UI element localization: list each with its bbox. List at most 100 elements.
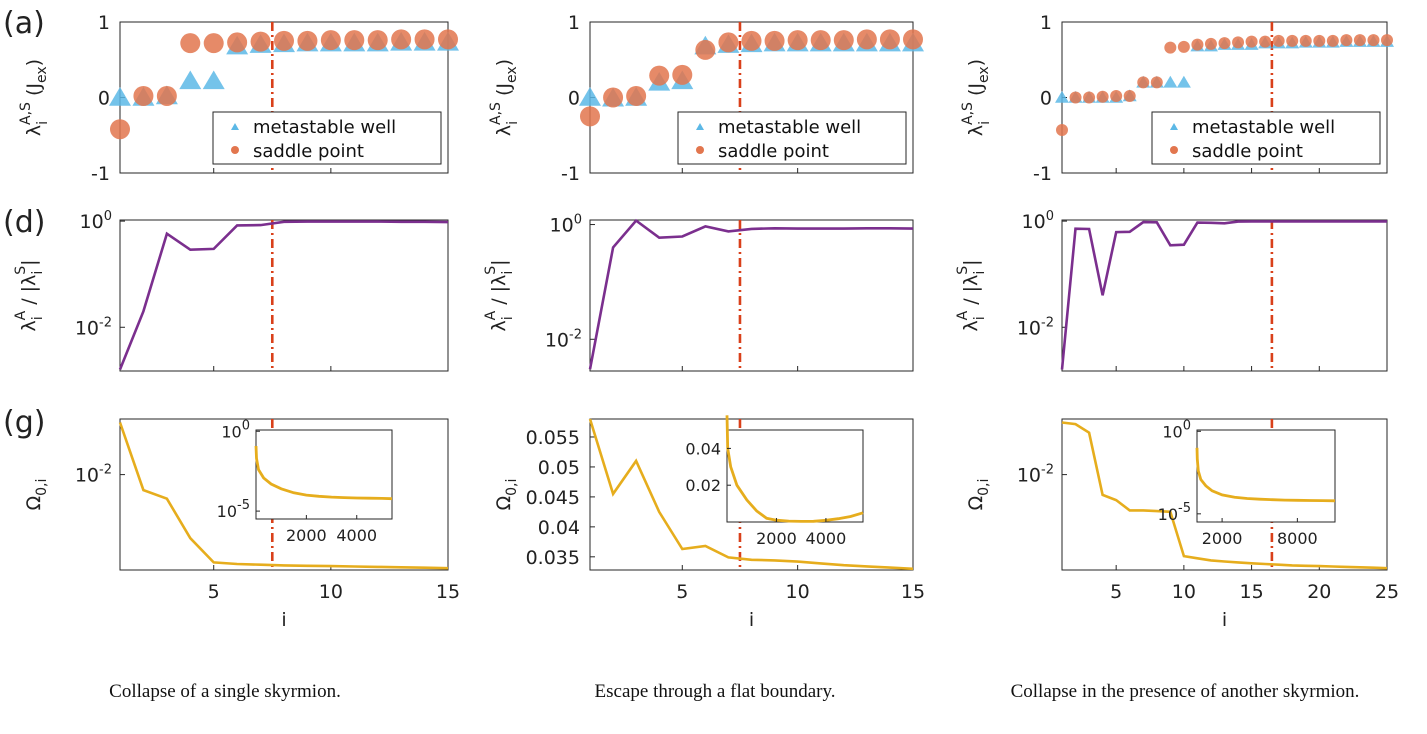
omega-col1-inset-ytick-label: 10-5 — [217, 498, 250, 521]
omega-col2-inset-frame — [726, 429, 864, 523]
ratio-col3-frame — [1061, 219, 1388, 372]
ratio-col2-ytick-label-base: 10 — [545, 329, 569, 351]
eig-col3-ylabel-unit-sub: ex — [976, 66, 992, 83]
eig-col3-saddle-point — [1069, 91, 1082, 104]
eig-col2-ylabel-unit: (J — [493, 83, 515, 102]
eig-col1-saddle-point — [227, 32, 248, 53]
ratio-col3-ytick-label-exp: 0 — [1046, 209, 1054, 224]
eig-col3-saddle-point — [1259, 35, 1272, 48]
eig-col2-ylabel-unit-sub: ex — [504, 66, 520, 83]
eig-col2-saddle-point — [833, 30, 854, 51]
eig-col1-saddle-point — [180, 33, 201, 54]
eig-col2-legend-well-marker — [696, 123, 704, 130]
ratio-col3-line — [1060, 220, 1387, 370]
omega-col1-ylabel-base: Ω — [23, 496, 45, 511]
omega-col1-ytick-label: 10-2 — [75, 463, 112, 487]
eig-col3-ylabel-sub: i — [977, 121, 993, 125]
omega-col3-inset-frame — [1196, 429, 1336, 523]
omega-col1-line — [118, 422, 449, 570]
omega-col1-ylabel-sub: 0,i — [34, 479, 50, 496]
ratio-col2-ytick-label-exp: 0 — [574, 213, 582, 228]
eig-col1-saddle-point — [320, 30, 341, 51]
eig-col1-legend-saddle-label: saddle point — [253, 141, 364, 162]
omega-col3-xtick-label: 25 — [1375, 581, 1399, 603]
omega-col3-xtick-label: 20 — [1307, 581, 1331, 603]
omega-col2-ylabel-sub: 0,i — [504, 479, 520, 496]
eig-col3-saddle-point — [1313, 34, 1326, 47]
eig-col3-saddle-point — [1204, 37, 1217, 50]
eig-col3-well-point — [1163, 75, 1178, 88]
eig-col3-legend — [1151, 111, 1381, 165]
eig-col3-well-point — [1055, 90, 1069, 103]
eig-col2-saddle-point — [626, 85, 647, 106]
eig-col2-saddle-point — [718, 32, 739, 53]
omega-col2-line — [588, 418, 914, 571]
eig-col1-ylabel-base: λ — [23, 125, 45, 136]
omega-col1-xtick-label: 15 — [436, 581, 460, 603]
eig-col2-saddle-point — [879, 29, 900, 50]
eig-col2-saddle-point — [856, 29, 877, 50]
ratio-col3-ytick-label: 10-2 — [1017, 315, 1054, 339]
omega-col2-ylabel-base: Ω — [493, 496, 515, 511]
omega-col1-frame — [119, 418, 449, 571]
eig-col3-saddle-point — [1218, 37, 1231, 50]
ratio-col2-ylabel-mid: / |λ — [488, 275, 510, 311]
eig-col1-well-point — [179, 70, 202, 90]
ratio-col1-ylabel-sup2: S — [13, 266, 29, 275]
eig-col3-ylabel: λiA,S (Jex) — [960, 59, 993, 136]
eig-col1-ylabel-sub: i — [35, 121, 51, 125]
ratio-col1-ylabel-sub: i — [30, 316, 46, 320]
eig-col3-saddle-point — [1083, 91, 1096, 104]
eig-col3-legend-saddle-marker — [1170, 146, 1178, 154]
eig-col2-saddle-point — [903, 29, 923, 50]
omega-col1-inset-ytick-label-base: 10 — [221, 422, 241, 441]
omega-col3-frame — [1061, 418, 1388, 571]
eig-col3-well-point — [1176, 75, 1191, 88]
omega-col3-ytick-label-exp: -2 — [1041, 463, 1054, 478]
ratio-col1-ytick-label: 10-2 — [75, 315, 112, 339]
omega-col3-xtick-label: 10 — [1172, 581, 1196, 603]
ratio-col3-ylabel-end: | — [960, 259, 982, 265]
eig-col3-saddle-point — [1326, 34, 1339, 47]
ratio-col3-ylabel-base: λ — [960, 320, 982, 331]
eig-col2-ylabel-base: λ — [493, 125, 515, 136]
eig-col1-ytick-label: 1 — [98, 12, 110, 34]
eig-col1-ylabel-unit-sub: ex — [34, 66, 50, 83]
eig-col2-ytick-label: -1 — [561, 163, 580, 185]
eig-col2-saddle-point — [764, 30, 785, 51]
ratio-col2-ylabel-sub2: i — [500, 271, 516, 275]
omega-col3-ytick-label-base: 10 — [1017, 465, 1041, 487]
omega-col2-xtick-label: 15 — [901, 581, 925, 603]
ratio-col2-ylabel-sub: i — [500, 316, 516, 320]
eig-col1-saddle-point — [274, 30, 294, 51]
eig-col1-well-point — [109, 87, 131, 106]
eig-col2-ylabel-close: ) — [493, 59, 515, 66]
eig-col3-saddle-point — [1191, 38, 1204, 51]
omega-col1-inset-frame — [255, 429, 393, 520]
omega-col3-inset-ytick-label-exp: 0 — [1183, 418, 1191, 433]
ratio-col2-ytick-label-base: 10 — [550, 215, 574, 237]
ratio-col1-frame — [119, 219, 449, 372]
ratio-col3-ylabel: λiA / |λiS| — [955, 259, 988, 331]
omega-col2-xtick-label: 10 — [786, 581, 810, 603]
ratio-col1-ytick-label-base: 10 — [75, 317, 99, 339]
eig-col3-saddle-point — [1367, 34, 1380, 47]
omega-col2-frame — [589, 418, 914, 571]
ratio-col1-ylabel-mid: / |λ — [18, 275, 40, 311]
ratio-col2-ylabel-sup: A — [483, 310, 499, 320]
omega-col3-inset-ytick-label-base: 10 — [1158, 505, 1178, 524]
omega-col2-ylabel: Ω0,i — [493, 479, 520, 511]
omega-col1-inset-ytick-label-exp: -5 — [237, 498, 250, 513]
caption-col3: Collapse in the presence of another skyr… — [1010, 681, 1360, 702]
eig-col1-saddle-point — [297, 30, 318, 51]
ratio-col1-ylabel-end: | — [18, 259, 40, 265]
eig-col2-saddle-point — [649, 65, 670, 86]
omega-col1-inset-ytick-label-exp: 0 — [242, 418, 250, 433]
eig-col3-saddle-point — [1272, 34, 1285, 47]
omega-col3-inset-xtick-label: 8000 — [1277, 529, 1318, 548]
eig-col3-saddle-point — [1056, 123, 1068, 136]
eig-col3-ylabel-base: λ — [965, 125, 987, 136]
ratio-col2-ytick-label: 10-2 — [545, 327, 582, 351]
eig-col2-ylabel-sup: A,S — [488, 102, 504, 125]
